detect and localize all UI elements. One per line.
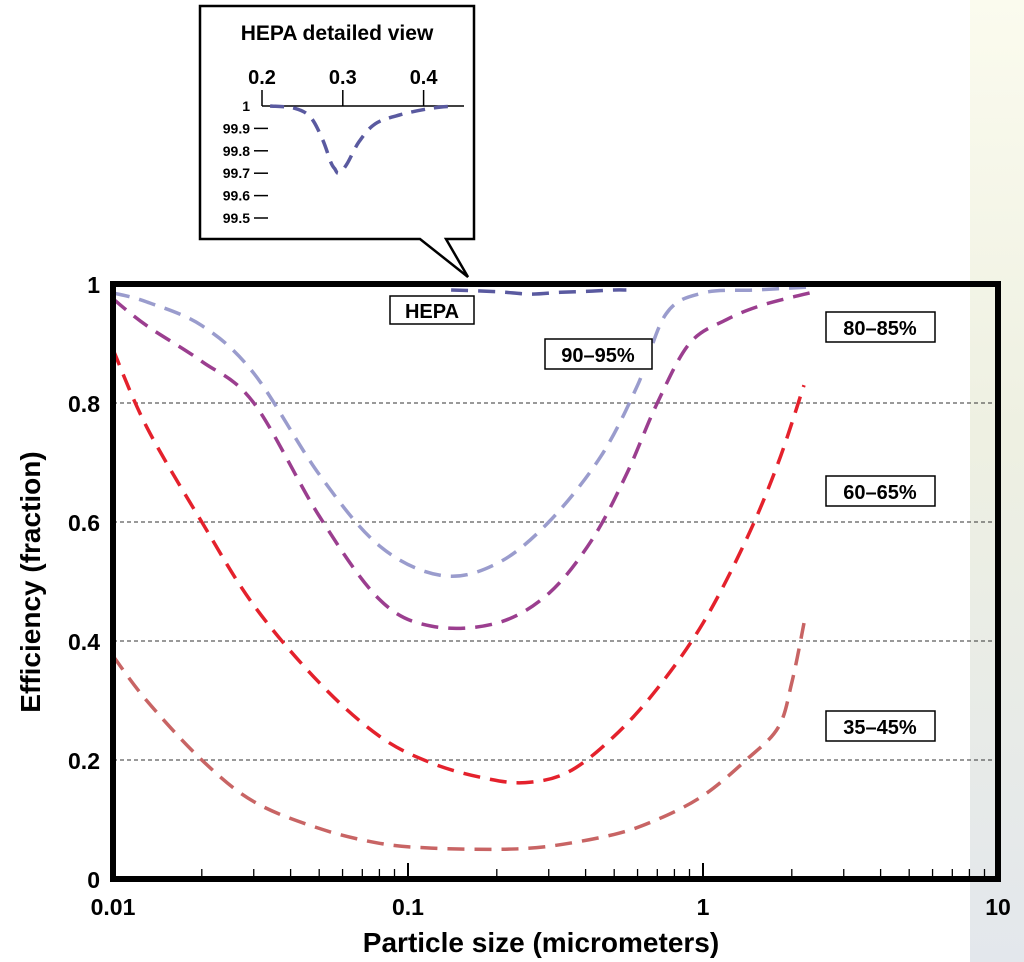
inset-y-tick-label: 99.8 (223, 143, 250, 159)
x-tick-label: 0.01 (91, 894, 136, 920)
grid-lines (113, 402, 998, 761)
inset-hepa-line (269, 104, 457, 176)
label-60-65-text: 60–65% (843, 482, 917, 504)
label-80-85: 80–85% (825, 311, 936, 343)
inset-x-tick-label: 0.4 (410, 67, 439, 89)
inset-y-tick-label: 1 (242, 98, 250, 114)
series-hepa-line (451, 288, 627, 296)
label-hepa-text: HEPA (405, 301, 459, 323)
inset-title: HEPA detailed view (241, 22, 434, 45)
x-tick-label: 0.1 (392, 894, 424, 920)
label-35-45: 35–45% (825, 710, 936, 742)
inset-y-tick-label: 99.9 (223, 120, 250, 136)
series-35-45-line (111, 622, 806, 852)
x-axis-title: Particle size (micrometers) (363, 927, 719, 958)
x-tick-label: 1 (697, 894, 710, 920)
label-90-95: 90–95% (544, 338, 653, 370)
series-lines (111, 285, 811, 852)
y-tick-label: 0.6 (68, 510, 100, 536)
label-35-45-text: 35–45% (843, 717, 917, 739)
label-hepa: HEPA (389, 295, 475, 325)
label-80-85-text: 80–85% (843, 318, 917, 340)
inset-y-tick-label: 99.5 (223, 210, 250, 226)
y-tick-label: 0.2 (68, 748, 100, 774)
inset-y-tick-label: 99.7 (223, 165, 250, 181)
axis-ticks: 0 0.2 0.4 0.6 0.8 1 0.01 0.1 1 10 (68, 272, 1011, 920)
label-60-65: 60–65% (825, 475, 936, 507)
inset-axes: 0.2 0.3 0.4 1 99.9 99.8 99.7 99.6 99.5 (223, 67, 464, 226)
plot-frame (110, 281, 1001, 882)
inset-y-tick-label: 99.6 (223, 188, 250, 204)
hepa-inset: HEPA detailed view 0.2 0.3 0.4 1 99.9 99.8 99.… (198, 4, 476, 278)
y-tick-label: 0.8 (68, 391, 100, 417)
series-80-85-line (111, 291, 811, 631)
y-axis-title: Efficiency (fraction) (15, 451, 46, 712)
y-tick-label: 0.4 (68, 629, 100, 655)
series-60-65-line (111, 348, 806, 785)
inset-callout-box (198, 4, 476, 278)
y-tick-label: 0 (87, 867, 100, 893)
inset-x-tick-label: 0.3 (329, 67, 357, 89)
y-tick-label: 1 (87, 272, 100, 298)
inset-x-tick-label: 0.2 (248, 67, 276, 89)
label-90-95-text: 90–95% (561, 345, 635, 367)
x-tick-label: 10 (985, 894, 1011, 920)
